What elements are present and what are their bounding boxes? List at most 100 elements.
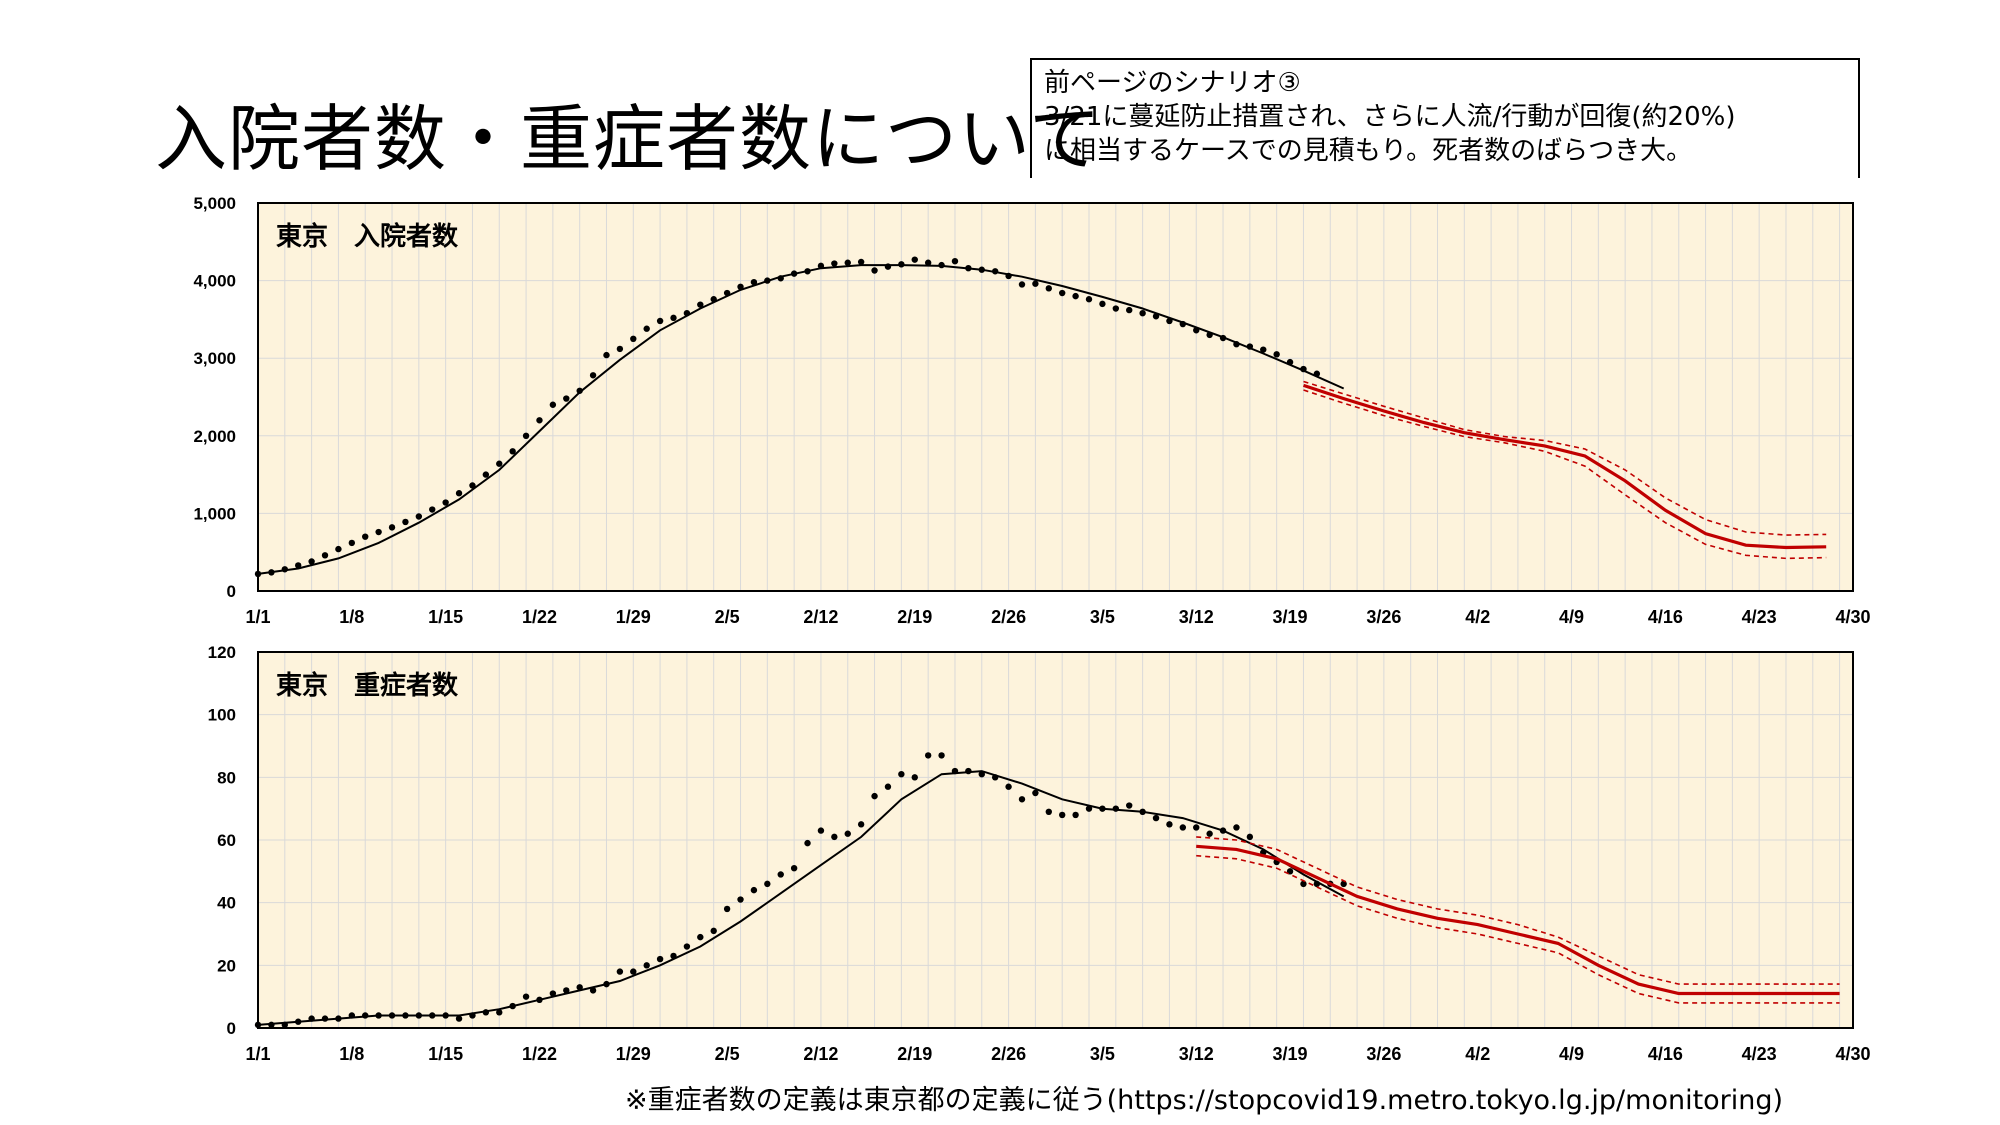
observed-point [1072, 292, 1079, 300]
observed-point [576, 387, 583, 394]
observed-point [643, 325, 650, 332]
chart-title: 東京 重症者数 [276, 670, 459, 700]
observed-point [1273, 351, 1280, 358]
observed-point [683, 943, 691, 950]
observed-point [710, 927, 717, 935]
observed-point [576, 984, 583, 991]
y-tick-label: 0 [227, 1019, 236, 1038]
x-tick-label: 3/5 [1090, 607, 1115, 627]
observed-point [1139, 309, 1146, 317]
y-tick-label: 100 [208, 706, 236, 725]
x-tick-label: 3/12 [1179, 607, 1214, 627]
observed-point [764, 880, 771, 888]
observed-point [348, 539, 356, 547]
plot-frame [257, 202, 1854, 592]
x-tick-label: 2/12 [803, 1044, 838, 1064]
observed-point [750, 886, 758, 894]
observed-point [1112, 305, 1120, 312]
observed-point [1032, 280, 1039, 287]
scenario-note: 前ページのシナリオ③ 3/21に蔓延防止措置され、さらに人流/行動が回復(約20… [1030, 58, 1860, 178]
observed-point [656, 955, 664, 963]
observed-point [911, 774, 918, 781]
x-tick-label: 1/22 [522, 1044, 557, 1064]
observed-point [1018, 281, 1026, 288]
x-tick-label: 2/12 [803, 607, 838, 627]
observed-point [844, 830, 851, 837]
y-tick-label: 3,000 [193, 349, 236, 368]
observed-point [563, 395, 570, 402]
x-tick-label: 2/26 [991, 607, 1026, 627]
observed-point [1340, 880, 1347, 888]
observed-point [723, 905, 731, 913]
y-tick-label: 2,000 [193, 427, 236, 446]
x-tick-label: 2/26 [991, 1044, 1026, 1064]
observed-point [388, 524, 396, 531]
x-tick-label: 4/16 [1648, 607, 1683, 627]
observed-point [549, 401, 557, 408]
observed-point [549, 990, 557, 997]
observed-point [1045, 808, 1052, 815]
observed-point [1233, 824, 1240, 831]
observed-point [1206, 830, 1213, 837]
observed-point [522, 993, 530, 1000]
observed-point [469, 482, 476, 489]
observed-point [509, 448, 516, 455]
x-tick-label: 1/15 [428, 607, 463, 627]
observed-point [1179, 824, 1187, 831]
observed-point [1260, 346, 1267, 353]
x-tick-label: 4/23 [1742, 1044, 1777, 1064]
x-tick-label: 1/15 [428, 1044, 463, 1064]
observed-point [536, 417, 543, 424]
observed-point [496, 1009, 503, 1016]
observed-point [308, 558, 315, 565]
x-tick-label: 3/12 [1179, 1044, 1214, 1064]
observed-point [616, 345, 624, 353]
chart-title: 東京 入院者数 [276, 221, 459, 251]
projection-line [1196, 844, 1840, 996]
severe-cases-chart: 0 20 40 60 80 100 120 1/1 1/8 1/15 1/22 1/29 2/5 2/12… [208, 643, 1871, 1064]
observed-point [790, 865, 798, 872]
x-tick-label: 2/19 [897, 1044, 932, 1064]
x-tick-label: 1/29 [616, 607, 651, 627]
observed-point [496, 460, 503, 467]
observed-point [911, 256, 918, 263]
y-tick-label: 5,000 [193, 194, 236, 213]
x-tick-label: 4/2 [1465, 607, 1490, 627]
projection-upper-bound [1196, 836, 1840, 985]
observed-point [924, 259, 932, 266]
x-tick-label: 1/29 [616, 1044, 651, 1064]
y-tick-label: 60 [217, 831, 236, 850]
observed-point [951, 258, 959, 265]
observed-point [1085, 296, 1093, 303]
observed-point [321, 552, 329, 559]
observed-point [831, 833, 838, 841]
observed-point [616, 968, 624, 975]
observed-point [1059, 289, 1066, 297]
observed-point [871, 792, 878, 800]
observed-point [1152, 814, 1160, 822]
observed-point [1005, 783, 1012, 790]
x-tick-label: 3/5 [1090, 1044, 1115, 1064]
scenario-note-line: 3/21に蔓延防止措置され、さらに人流/行動が回復(約20%) [1044, 102, 1736, 132]
fitted-line [257, 264, 1345, 575]
x-tick-label: 3/26 [1366, 1044, 1401, 1064]
x-tick-label: 4/9 [1559, 607, 1584, 627]
scenario-note-line: に相当するケースでの見積もり。死者数のばらつき大。 [1044, 136, 1693, 166]
y-tick-label: 80 [217, 768, 236, 787]
plot-frame [257, 651, 1854, 1029]
observed-point [335, 545, 342, 553]
observed-point [817, 827, 825, 834]
y-tick-label: 0 [227, 582, 236, 601]
observed-point [375, 528, 382, 536]
y-tick-label: 1,000 [193, 504, 236, 523]
observed-point [429, 506, 436, 513]
observed-point [1300, 880, 1307, 888]
observed-point [522, 432, 530, 439]
observed-point [589, 372, 597, 379]
x-tick-label: 3/19 [1273, 607, 1308, 627]
x-tick-label: 1/22 [522, 607, 557, 627]
x-tick-label: 4/30 [1835, 607, 1870, 627]
observed-point [697, 933, 704, 941]
footnote: ※重症者数の定義は東京都の定義に従う(https://stopcovid19.m… [625, 1085, 1784, 1116]
observed-point [1018, 796, 1026, 803]
